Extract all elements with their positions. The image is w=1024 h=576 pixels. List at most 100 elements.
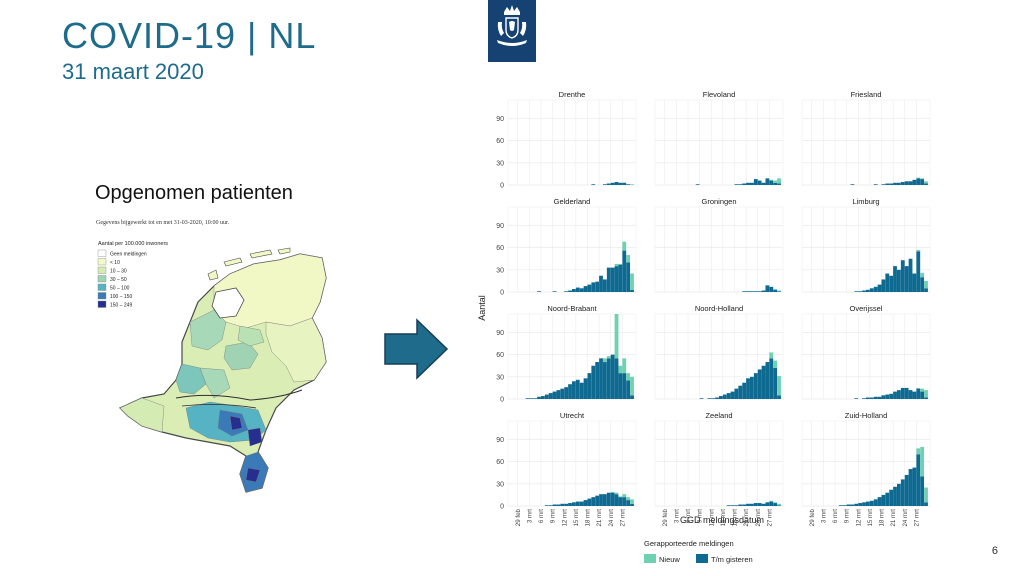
bar-tm-gisteren (610, 267, 615, 292)
bar-tm-gisteren (761, 182, 766, 185)
bar-nieuw (626, 373, 631, 381)
bar-nieuw (777, 178, 781, 184)
map-legend-label: < 10 (110, 260, 120, 266)
bar-tm-gisteren (537, 396, 541, 399)
map-legend: Geen meldingen < 10 10 – 30 30 – 50 50 – 100… (97, 249, 147, 309)
map-legend-title: Aantal per 100.000 inwoners (98, 241, 168, 247)
bar-tm-gisteren (711, 398, 716, 399)
bar-tm-gisteren (556, 390, 561, 399)
bar-tm-gisteren (626, 500, 631, 506)
series-legend-label: T/m gisteren (711, 555, 753, 564)
bar-tm-gisteren (877, 284, 882, 292)
bar-tm-gisteren (556, 504, 561, 506)
bar-tm-gisteren (742, 382, 747, 399)
bar-tm-gisteren (777, 183, 781, 185)
map-legend-swatch (97, 258, 107, 266)
bar-tm-gisteren (757, 503, 762, 506)
bar-tm-gisteren (726, 393, 731, 399)
province-panel: Limburg (801, 197, 931, 293)
panel-title: Groningen (701, 197, 736, 206)
x-tick-label: 27 mrt (766, 509, 773, 527)
bar-tm-gisteren (568, 384, 572, 399)
bar-tm-gisteren (920, 277, 925, 292)
map-title: Opgenomen patienten (95, 182, 293, 204)
map-legend-swatch (97, 266, 107, 274)
bar-nieuw (920, 388, 925, 392)
bar-tm-gisteren (614, 182, 619, 185)
bar-tm-gisteren (893, 391, 897, 399)
bar-tm-gisteren (862, 290, 866, 292)
chart-legend-title: Gerapporteerde meldingen (644, 539, 734, 548)
bar-tm-gisteren (583, 500, 588, 506)
province-panel: Utrecht 0 30 60 90 29 feb 3 mrt 6 mrt 9 mrt 12 mr… (496, 411, 637, 527)
bar-tm-gisteren (537, 291, 541, 292)
bar-tm-gisteren (885, 394, 890, 399)
bar-tm-gisteren (591, 184, 596, 185)
y-tick-label: 30 (496, 160, 504, 167)
province-panel: Noord-Holland (654, 304, 784, 400)
bar-tm-gisteren (730, 505, 735, 506)
x-tick-label: 9 mrt (550, 509, 557, 523)
bar-nieuw (920, 272, 925, 278)
bar-nieuw (614, 314, 619, 359)
province-panel: Zuid-Holland 29 feb 3 mrt 6 mrt 9 mrt 12 mrt 1… (801, 411, 931, 527)
bar-tm-gisteren (854, 398, 859, 399)
bar-tm-gisteren (753, 373, 758, 399)
map-legend-swatch (97, 249, 107, 257)
bar-tm-gisteren (525, 398, 530, 399)
bar-tm-gisteren (904, 474, 909, 506)
panel-title: Noord-Brabant (547, 304, 597, 313)
bar-tm-gisteren (603, 362, 607, 399)
bar-tm-gisteren (885, 492, 890, 506)
bar-tm-gisteren (920, 391, 925, 399)
bar-nieuw (773, 289, 778, 290)
bar-tm-gisteren (610, 182, 615, 185)
x-tick-label: 18 mrt (879, 509, 886, 527)
bar-tm-gisteren (753, 503, 758, 506)
bar-nieuw (626, 255, 631, 263)
map-legend-swatch (97, 300, 107, 308)
bar-nieuw (773, 502, 778, 504)
bar-tm-gisteren (579, 501, 584, 506)
bar-tm-gisteren (599, 275, 603, 292)
page-number: 6 (991, 545, 998, 557)
bar-tm-gisteren (568, 503, 572, 506)
bar-tm-gisteren (904, 387, 909, 399)
panel-plot-area (801, 99, 931, 186)
bar-tm-gisteren (773, 289, 778, 292)
x-tick-label: 18 mrt (732, 509, 739, 527)
bar-tm-gisteren (564, 503, 569, 506)
bar-tm-gisteren (765, 178, 770, 185)
bar-nieuw (920, 446, 925, 477)
bar-nieuw (924, 487, 928, 503)
bar-tm-gisteren (753, 291, 758, 292)
bar-nieuw (622, 494, 627, 498)
bar-tm-gisteren (920, 476, 925, 506)
x-tick-label: 29 feb (809, 508, 816, 526)
bar-tm-gisteren (869, 397, 874, 399)
bar-tm-gisteren (595, 362, 600, 399)
bar-tm-gisteren (548, 393, 553, 399)
bar-tm-gisteren (761, 503, 766, 506)
bar-tm-gisteren (626, 184, 631, 185)
panel-title: Zeeland (705, 411, 732, 420)
bar-tm-gisteren (850, 184, 855, 185)
y-tick-label: 60 (496, 352, 504, 359)
bar-tm-gisteren (842, 505, 847, 506)
y-tick-label: 30 (496, 481, 504, 488)
x-tick-label: 15 mrt (573, 509, 580, 527)
bar-nieuw (777, 376, 781, 396)
bar-nieuw (630, 184, 634, 185)
bar-tm-gisteren (575, 379, 580, 399)
bar-tm-gisteren (630, 395, 634, 399)
bar-tm-gisteren (722, 394, 727, 399)
bar-tm-gisteren (575, 287, 580, 292)
bar-tm-gisteren (599, 358, 603, 399)
bar-tm-gisteren (889, 275, 894, 292)
bar-tm-gisteren (877, 497, 882, 506)
bar-tm-gisteren (897, 269, 901, 292)
bar-tm-gisteren (858, 503, 863, 506)
bar-tm-gisteren (854, 503, 859, 506)
slide-date: 31 maart 2020 (62, 59, 204, 84)
province-panel: Groningen (654, 197, 784, 293)
